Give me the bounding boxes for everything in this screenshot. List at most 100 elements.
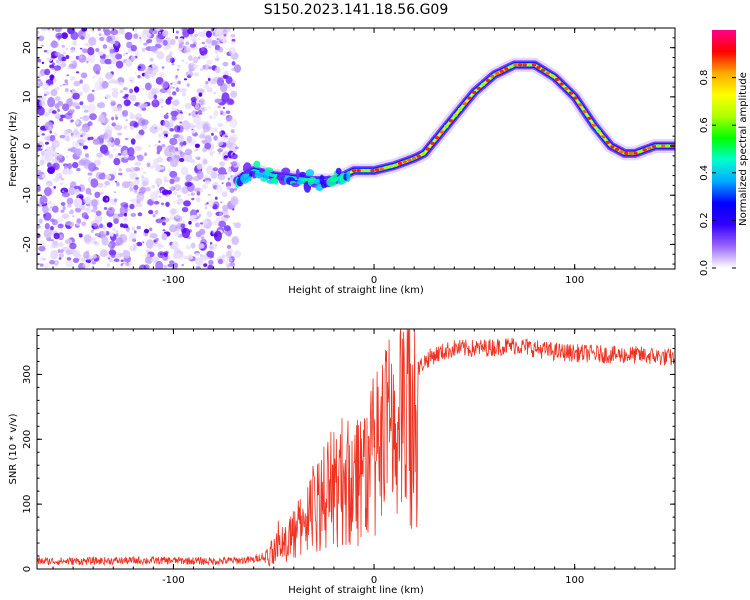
noise-speck [183, 78, 188, 81]
noise-speck [134, 178, 140, 185]
noise-speck [194, 34, 199, 37]
noise-speck [114, 124, 123, 131]
noise-speck [66, 135, 70, 141]
noise-speck [92, 166, 99, 171]
noise-speck [171, 105, 174, 109]
noise-speck [136, 192, 145, 202]
noise-speck [74, 188, 80, 196]
noise-speck [50, 226, 54, 231]
noise-speck [231, 61, 236, 66]
noise-speck [107, 243, 112, 248]
noise-speck [49, 84, 53, 87]
noise-speck [101, 80, 109, 89]
noise-speck [179, 113, 182, 115]
ridge-peak [490, 74, 495, 78]
noise-speck [99, 36, 105, 42]
noise-speck [125, 262, 130, 266]
noise-speck [70, 48, 76, 53]
noise-speck [76, 223, 80, 226]
noise-speck [163, 252, 168, 258]
noise-speck [113, 147, 117, 152]
noise-speck [155, 218, 163, 224]
noise-speck [64, 79, 68, 84]
ridge-peak [596, 129, 601, 133]
noise-speck [199, 222, 204, 225]
noise-speck [174, 125, 181, 133]
noise-speck [226, 83, 231, 88]
noise-speck [89, 136, 94, 140]
noise-speck [38, 218, 43, 224]
noise-speck [113, 258, 120, 263]
colorbar-ramp [712, 30, 736, 268]
ridge-peak [601, 135, 606, 139]
noise-speck [209, 151, 214, 157]
noise-speck [201, 41, 206, 45]
noise-speck [142, 87, 145, 91]
spectrogram-frame [36, 27, 676, 270]
noise-speck [58, 176, 63, 179]
ridge-peak [661, 144, 666, 148]
noise-speck [128, 181, 131, 184]
noise-speck [222, 61, 229, 67]
noise-speck [80, 36, 85, 40]
noise-speck [190, 159, 196, 164]
ridge-blob [314, 179, 320, 185]
ridge-peak [388, 164, 394, 169]
noise-speck [156, 51, 165, 60]
noise-speck [60, 209, 65, 213]
noise-speck [183, 155, 192, 161]
noise-speck [161, 233, 168, 241]
noise-speck [104, 185, 107, 188]
noise-speck [195, 266, 201, 269]
noise-speck [231, 153, 238, 160]
noise-speck [40, 150, 46, 156]
ridge-blob [242, 162, 252, 174]
noise-speck [203, 45, 208, 48]
noise-speck [123, 125, 128, 130]
ridge-peak [550, 74, 555, 78]
noise-speck [202, 219, 208, 226]
noise-speck [54, 96, 61, 102]
noise-speck [181, 186, 189, 194]
noise-speck [60, 178, 65, 181]
noise-speck [170, 82, 173, 85]
noise-speck [99, 191, 104, 195]
noise-speck [137, 212, 143, 217]
noise-speck [190, 96, 197, 103]
noise-speck [115, 116, 119, 120]
noise-speck [175, 214, 180, 219]
noise-speck [90, 178, 99, 188]
noise-speck [196, 209, 199, 213]
noise-speck [143, 228, 150, 234]
noise-speck [199, 98, 206, 106]
noise-speck [173, 184, 182, 192]
noise-speck [55, 32, 63, 40]
noise-speck [51, 205, 59, 213]
noise-speck [73, 250, 80, 258]
noise-speck [163, 264, 168, 269]
noise-speck [127, 154, 136, 161]
x-tick-label: -100 [162, 575, 185, 586]
noise-speck [161, 143, 166, 148]
noise-speck [94, 241, 97, 244]
noise-speck [159, 166, 165, 170]
ridge-peak [467, 96, 472, 100]
noise-speck [209, 78, 218, 85]
noise-speck [73, 148, 82, 156]
spectrogram-y-ticks: -20 -10 0 10 20 [22, 27, 675, 265]
noise-speck [171, 63, 175, 66]
ridge-blob [346, 170, 351, 183]
noise-speck [139, 38, 143, 43]
noise-speck [221, 209, 229, 216]
noise-speck [84, 207, 87, 212]
noise-speck [124, 32, 133, 40]
noise-speck [75, 71, 80, 74]
noise-speck [66, 98, 73, 107]
ridge-peak [379, 167, 384, 171]
noise-speck [108, 141, 112, 144]
noise-speck [136, 241, 143, 247]
noise-speck [113, 157, 121, 166]
noise-speck [106, 198, 109, 201]
ridge-peak [619, 150, 624, 154]
noise-speck [79, 79, 83, 84]
